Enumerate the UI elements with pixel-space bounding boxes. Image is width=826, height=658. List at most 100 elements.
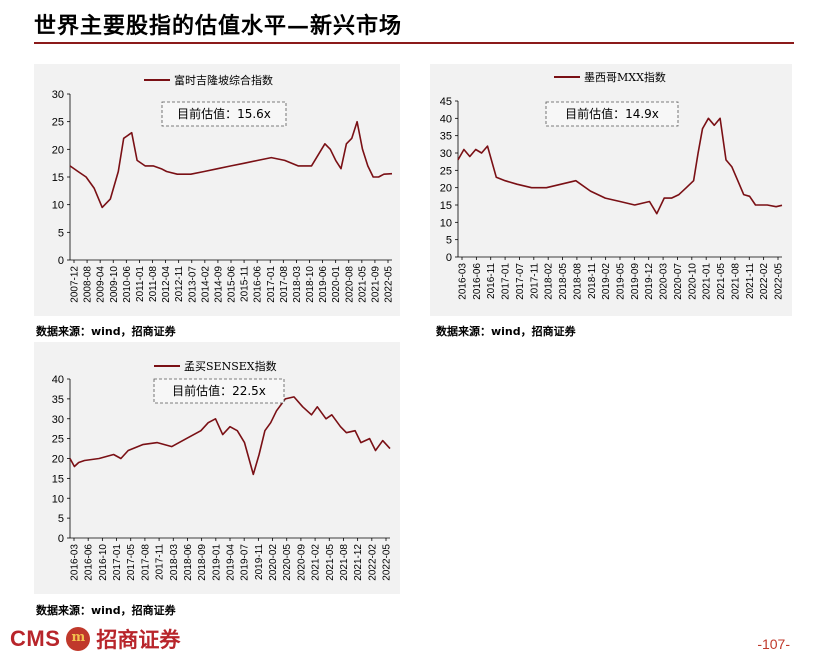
x-tick-label: 2018-11 — [587, 263, 598, 299]
x-tick-label: 2020-10 — [687, 263, 698, 300]
y-tick-label: 15 — [440, 200, 452, 212]
x-tick-label: 2021-05 — [325, 544, 336, 581]
x-tick-label: 2021-02 — [311, 544, 322, 581]
x-tick-label: 2018-10 — [305, 266, 316, 303]
x-tick-label: 2012-11 — [174, 266, 185, 302]
x-tick-label: 2021-05 — [716, 263, 727, 300]
x-tick-label: 2015-06 — [227, 266, 238, 303]
x-tick-label: 2019-05 — [616, 263, 627, 300]
x-tick-label: 2021-09 — [370, 266, 381, 303]
x-tick-label: 2016-06 — [84, 544, 95, 581]
y-tick-label: 40 — [52, 374, 64, 386]
chart-singapore: 0 5 10 15 20 25 30 2007-12 2008-08 2009-04 2009-10… — [52, 73, 395, 303]
series-line — [69, 120, 393, 209]
x-tick-label: 2018-08 — [572, 263, 583, 300]
x-tick-label: 2021-08 — [730, 263, 741, 300]
x-tick-label: 2019-04 — [226, 544, 237, 581]
y-tick-label: 45 — [440, 96, 452, 108]
x-tick-label: 2012-04 — [161, 266, 172, 303]
y-tick-label: 0 — [446, 252, 452, 264]
annotation-label: 目前估值：14.9x — [565, 106, 659, 121]
y-tick-label: 5 — [58, 513, 64, 525]
x-tick-label: 2018-03 — [292, 266, 303, 303]
x-tick-label: 2016-11 — [486, 263, 497, 299]
y-tick-label: 15 — [52, 172, 64, 184]
y-tick-label: 30 — [440, 148, 452, 160]
y-tick-label: 25 — [440, 165, 452, 177]
x-tick-label: 2018-09 — [197, 544, 208, 581]
x-tick-label: 2020-01 — [331, 266, 342, 303]
y-tick-label: 20 — [440, 183, 452, 195]
footer-brand-latin: CMS — [10, 626, 61, 651]
annotation-label: 目前估值：22.5x — [172, 383, 266, 398]
x-tick-label: 2017-07 — [515, 263, 526, 300]
y-tick-label: 5 — [58, 227, 64, 239]
x-tick-label: 2020-07 — [673, 263, 684, 300]
x-tick-label: 2016-06 — [472, 263, 483, 300]
y-tick-label: 10 — [52, 200, 64, 212]
y-tick-label: 35 — [440, 131, 452, 143]
x-tick-label: 2017-01 — [501, 263, 512, 300]
y-tick-label: 0 — [58, 533, 64, 545]
x-tick-label: 2010-06 — [122, 266, 133, 303]
annotation-box — [545, 101, 679, 127]
legend-label: 富时吉隆坡综合指数 — [174, 73, 273, 87]
footer-logo: CMS m 招商证券 — [10, 626, 180, 652]
y-tick-label: 5 — [446, 235, 452, 247]
x-tick-label: 2019-11 — [254, 544, 265, 580]
x-tick-label: 2016-06 — [253, 266, 264, 303]
legend-label: 墨西哥MXX指数 — [584, 70, 666, 84]
x-tick-label: 2019-12 — [644, 263, 655, 300]
chart-source-mexico: 数据来源：wind，招商证券 — [436, 325, 576, 338]
x-tick-label: 2015-11 — [240, 266, 251, 302]
x-tick-label: 2019-01 — [211, 544, 222, 581]
x-tick-label: 2021-11 — [745, 263, 756, 299]
x-tick-label: 2020-02 — [268, 544, 279, 581]
x-tick-label: 2019-07 — [240, 544, 251, 581]
x-tick-label: 2017-11 — [529, 263, 540, 299]
chart-panel-singapore: 0 5 10 15 20 25 30 2007-12 2008-08 2009-04 2009-10… — [34, 64, 400, 316]
x-tick-label: 2022-05 — [384, 266, 395, 303]
x-tick-label: 2017-08 — [279, 266, 290, 303]
x-tick-label: 2011-08 — [148, 266, 159, 302]
x-tick-label: 2018-05 — [558, 263, 569, 300]
x-tick-label: 2021-12 — [353, 544, 364, 581]
x-tick-label: 2022-05 — [382, 544, 393, 581]
x-tick-label: 2016-03 — [70, 544, 81, 581]
series-line — [457, 117, 783, 215]
chart-panel-india: 0 5 10 15 20 25 30 35 40 2016-03 2016-06 2016-10 201… — [34, 342, 400, 594]
x-tick-label: 2020-09 — [296, 544, 307, 581]
chart-mexico: 0 5 10 15 20 25 30 35 40 45 2016-03 2016-06 2016-11 2… — [440, 70, 785, 300]
y-tick-label: 20 — [52, 454, 64, 466]
y-tick-label: 35 — [52, 394, 64, 406]
x-tick-label: 2018-02 — [544, 263, 555, 300]
page-title: 世界主要股指的估值水平—新兴市场 — [34, 13, 403, 39]
x-tick-label: 2021-05 — [357, 266, 368, 303]
x-tick-label: 2016-03 — [458, 263, 469, 300]
x-tick-label: 2014-09 — [213, 266, 224, 303]
y-tick-label: 10 — [440, 217, 452, 229]
series-line — [69, 396, 391, 476]
x-tick-label: 2009-10 — [109, 266, 120, 303]
x-tick-label: 2022-02 — [367, 544, 378, 581]
x-tick-label: 2017-01 — [112, 544, 123, 581]
x-tick-label: 2018-03 — [169, 544, 180, 581]
chart-source-singapore: 数据来源：wind，招商证券 — [36, 325, 176, 338]
x-tick-label: 2007-12 — [70, 266, 81, 303]
annotation-box — [161, 101, 287, 127]
x-tick-label: 2017-08 — [140, 544, 151, 581]
y-tick-label: 10 — [52, 493, 64, 505]
page-number: -107- — [757, 636, 790, 652]
x-tick-label: 2017-05 — [126, 544, 137, 581]
y-tick-label: 30 — [52, 414, 64, 426]
annotation-label: 目前估值：15.6x — [177, 106, 271, 121]
y-tick-label: 25 — [52, 434, 64, 446]
x-tick-label: 2009-04 — [96, 266, 107, 303]
y-tick-label: 30 — [52, 89, 64, 101]
x-tick-label: 2008-08 — [83, 266, 94, 303]
x-tick-label: 2022-05 — [774, 263, 785, 300]
x-tick-label: 2018-06 — [183, 544, 194, 581]
y-tick-label: 0 — [58, 255, 64, 267]
x-tick-label: 2019-09 — [630, 263, 641, 300]
x-tick-label: 2016-10 — [98, 544, 109, 581]
